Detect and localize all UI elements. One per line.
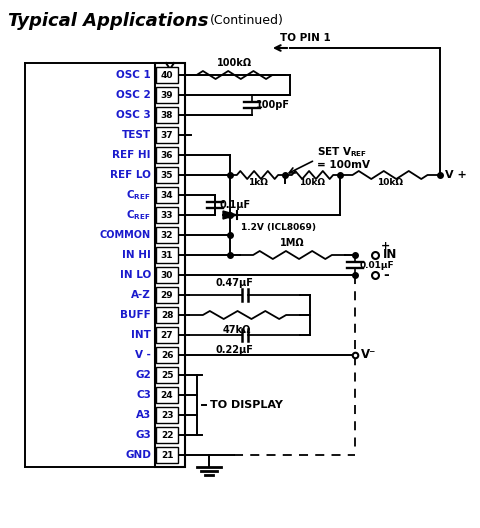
Text: 34: 34 [161,191,173,200]
Bar [156,127,178,143]
Text: 100kΩ: 100kΩ [217,58,252,68]
Text: OSC 1: OSC 1 [116,70,151,80]
Text: 1kΩ: 1kΩ [248,178,267,187]
Text: $\mathbf{C_{REF}}$: $\mathbf{C_{REF}}$ [126,188,151,202]
Text: 10kΩ: 10kΩ [300,178,325,187]
Text: 30: 30 [161,270,173,279]
Text: TO PIN 1: TO PIN 1 [280,33,330,43]
Text: OSC 3: OSC 3 [116,110,151,120]
Text: 33: 33 [161,211,173,220]
Text: 24: 24 [161,391,173,400]
Text: COMMON: COMMON [100,230,151,240]
Bar [156,267,178,283]
Bar [156,427,178,443]
Text: INT: INT [131,330,151,340]
Text: 21: 21 [161,450,173,459]
Text: 36: 36 [161,150,173,159]
Bar [156,67,178,83]
Text: 100pF: 100pF [256,100,290,110]
Text: GND: GND [125,450,151,460]
Polygon shape [223,211,237,219]
Text: 28: 28 [161,310,173,319]
Text: 0.22µF: 0.22µF [215,345,253,355]
Bar [156,247,178,263]
Text: 23: 23 [161,410,173,420]
Text: TEST: TEST [122,130,151,140]
Text: (Continued): (Continued) [210,14,284,27]
Text: Typical Applications: Typical Applications [8,12,208,30]
Text: C3: C3 [136,390,151,400]
Text: 25: 25 [161,371,173,380]
Text: V⁻: V⁻ [361,348,376,362]
Text: +: + [381,241,390,251]
Bar [156,447,178,463]
Text: 35: 35 [161,171,173,180]
Bar [156,347,178,363]
Text: G3: G3 [135,430,151,440]
Text: 1.2V (ICL8069): 1.2V (ICL8069) [241,223,316,232]
Text: REF LO: REF LO [110,170,151,180]
Bar [156,87,178,103]
Text: BUFF: BUFF [120,310,151,320]
Text: 31: 31 [161,250,173,259]
Text: IN: IN [383,249,397,261]
Bar [155,63,185,467]
Text: 22: 22 [161,430,173,439]
Bar [156,327,178,343]
Text: A-Z: A-Z [131,290,151,300]
Text: 39: 39 [161,90,173,99]
Bar [156,287,178,303]
Text: OSC 2: OSC 2 [116,90,151,100]
Text: 10kΩ: 10kΩ [377,178,403,187]
Text: $\mathbf{C_{REF}}$: $\mathbf{C_{REF}}$ [126,208,151,222]
Text: 37: 37 [161,130,173,139]
Text: A3: A3 [136,410,151,420]
Bar [156,407,178,423]
Bar [156,307,178,323]
Text: V +: V + [445,170,467,180]
Text: G2: G2 [135,370,151,380]
Bar [156,207,178,223]
Text: 0.1µF: 0.1µF [220,200,251,210]
Text: REF HI: REF HI [112,150,151,160]
Text: 0.01µF: 0.01µF [360,260,395,269]
Text: 47kΩ: 47kΩ [223,325,251,335]
Bar [156,387,178,403]
Text: 0.47µF: 0.47µF [215,278,253,288]
Text: V -: V - [135,350,151,360]
Bar [156,167,178,183]
Text: TO DISPLAY: TO DISPLAY [210,400,283,410]
Text: 32: 32 [161,231,173,240]
Text: SET $\mathbf{V_{REF}}$: SET $\mathbf{V_{REF}}$ [317,145,367,159]
Bar [156,187,178,203]
Bar [156,147,178,163]
Bar [156,107,178,123]
Text: 38: 38 [161,110,173,119]
Text: 27: 27 [161,331,173,340]
Text: 29: 29 [161,290,173,299]
Bar [156,367,178,383]
Text: IN HI: IN HI [122,250,151,260]
Bar [156,227,178,243]
Text: 26: 26 [161,351,173,360]
Text: IN LO: IN LO [120,270,151,280]
Text: 40: 40 [161,71,173,80]
Text: 1MΩ: 1MΩ [280,238,305,248]
Text: = 100mV: = 100mV [317,160,370,170]
Text: -: - [383,268,389,282]
